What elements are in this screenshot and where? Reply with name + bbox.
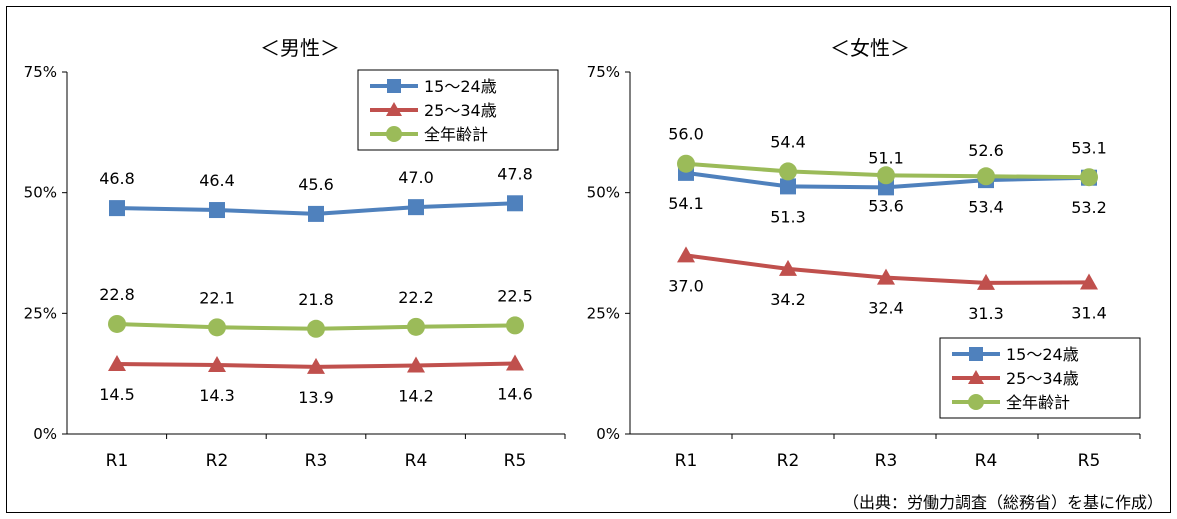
chart-2-point-triangle: [977, 273, 995, 290]
chart-1-legend-label: 25～34歳: [424, 101, 497, 120]
chart-2-legend-label: 25～34歳: [1006, 369, 1079, 388]
chart-2-data-label: 53.4: [968, 197, 1004, 216]
chart-2-point-triangle: [877, 268, 895, 285]
chart-1-title: ＜男性＞: [260, 36, 340, 60]
chart-2-data-label: 37.0: [668, 276, 704, 295]
chart-2-data-label: 51.1: [868, 148, 904, 167]
chart-2-point-square: [780, 178, 796, 195]
chart-2-point-triangle: [1080, 273, 1098, 290]
chart-1-category-label: R2: [206, 451, 229, 471]
chart-1-data-label: 21.8: [298, 290, 334, 309]
chart-1-y-tick-label: 0%: [33, 425, 57, 443]
chart-1-data-label: 22.5: [497, 286, 533, 305]
chart-1-data-label: 14.3: [199, 386, 235, 405]
chart-1-point-circle: [506, 316, 524, 335]
chart-1-y-tick-label: 75%: [24, 63, 57, 81]
chart-2-category-label: R4: [975, 451, 998, 471]
chart-2-data-label: 56.0: [668, 125, 704, 144]
chart-2-point-triangle: [677, 246, 695, 263]
chart-2-category-label: R2: [777, 451, 800, 471]
chart-1-point-circle: [208, 318, 226, 337]
chart-2-legend-marker-square: [969, 347, 983, 361]
chart-1-data-label: 14.2: [398, 386, 434, 405]
chart-1-legend-marker-square: [387, 79, 401, 93]
chart-2-data-label: 32.4: [868, 299, 904, 318]
chart-2-title: ＜女性＞: [830, 36, 910, 60]
chart-1-category-label: R3: [305, 451, 328, 471]
chart-1-point-square: [408, 199, 424, 216]
chart-1-legend-marker-circle: [386, 126, 402, 142]
chart-1-point-triangle: [506, 354, 524, 371]
chart-1-data-label: 13.9: [298, 388, 334, 407]
chart-2-point-circle: [677, 154, 695, 173]
chart-2-point-circle: [1080, 168, 1098, 187]
chart-1-category-label: R1: [106, 451, 129, 471]
chart-1-data-label: 14.5: [99, 385, 135, 404]
chart-2-legend-marker-triangle: [968, 370, 984, 384]
chart-1-data-label: 46.4: [199, 171, 235, 190]
chart-1-data-label: 46.8: [99, 169, 135, 188]
chart-1-point-triangle: [208, 355, 226, 372]
chart-2-legend-label: 15～24歳: [1006, 345, 1079, 364]
chart-2-data-label: 51.3: [770, 207, 806, 226]
chart-1-point-triangle: [108, 355, 126, 372]
chart-1-legend-label: 15～24歳: [424, 77, 497, 96]
chart-1-data-label: 22.8: [99, 285, 135, 304]
chart-1-data-label: 47.8: [497, 164, 533, 183]
chart-2-data-label: 31.4: [1071, 303, 1107, 322]
chart-1-data-label: 14.6: [497, 385, 533, 404]
chart-2-category-label: R1: [675, 451, 698, 471]
chart-frame: [6, 6, 1171, 513]
chart-1-point-square: [308, 205, 324, 222]
chart-2-point-circle: [977, 167, 995, 186]
chart-1-data-label: 45.6: [298, 175, 334, 194]
chart-2-legend-marker-circle: [968, 394, 984, 410]
chart-2-data-label: 34.2: [770, 290, 806, 309]
chart-1-point-square: [109, 200, 125, 217]
chart-1-legend-label: 全年齢計: [424, 125, 488, 144]
chart-2-y-tick-label: 25%: [587, 304, 620, 322]
chart-1-category-label: R5: [504, 451, 527, 471]
chart-2-data-label: 53.1: [1071, 139, 1107, 158]
chart-2-category-label: R3: [875, 451, 898, 471]
chart-2-y-tick-label: 0%: [596, 425, 620, 443]
source-note: （出典：労働力調査（総務省）を基に作成）: [842, 493, 1163, 512]
chart-1-point-circle: [108, 314, 126, 333]
chart-2-legend-label: 全年齢計: [1006, 393, 1070, 412]
chart-1-legend-marker-triangle: [386, 102, 402, 116]
chart-1-point-square: [209, 202, 225, 219]
chart-1-point-circle: [307, 319, 325, 338]
chart-1-category-label: R4: [405, 451, 428, 471]
chart-2-point-triangle: [779, 259, 797, 276]
chart-2-data-label: 53.2: [1071, 198, 1107, 217]
chart-2-data-label: 31.3: [968, 304, 1004, 323]
chart-2-y-tick-label: 50%: [587, 184, 620, 202]
chart-2-category-label: R5: [1078, 451, 1101, 471]
chart-1-point-circle: [407, 317, 425, 336]
chart-2-point-circle: [877, 166, 895, 185]
chart-1-point-triangle: [407, 356, 425, 373]
chart-2-data-label: 52.6: [968, 141, 1004, 160]
chart-1-data-label: 22.2: [398, 288, 434, 307]
chart-1-point-square: [507, 195, 523, 212]
chart-2-y-tick-label: 75%: [587, 63, 620, 81]
chart-1-y-tick-label: 50%: [24, 184, 57, 202]
chart-2-data-label: 54.1: [668, 194, 704, 213]
chart-1-point-triangle: [307, 357, 325, 374]
chart-2-data-label: 54.4: [770, 132, 806, 151]
chart-2-point-circle: [779, 162, 797, 181]
chart-2-point-square: [878, 179, 894, 196]
chart-1-data-label: 22.1: [199, 288, 235, 307]
chart-1-y-tick-label: 25%: [24, 304, 57, 322]
chart-2-data-label: 53.6: [868, 196, 904, 215]
chart-1-data-label: 47.0: [398, 168, 434, 187]
